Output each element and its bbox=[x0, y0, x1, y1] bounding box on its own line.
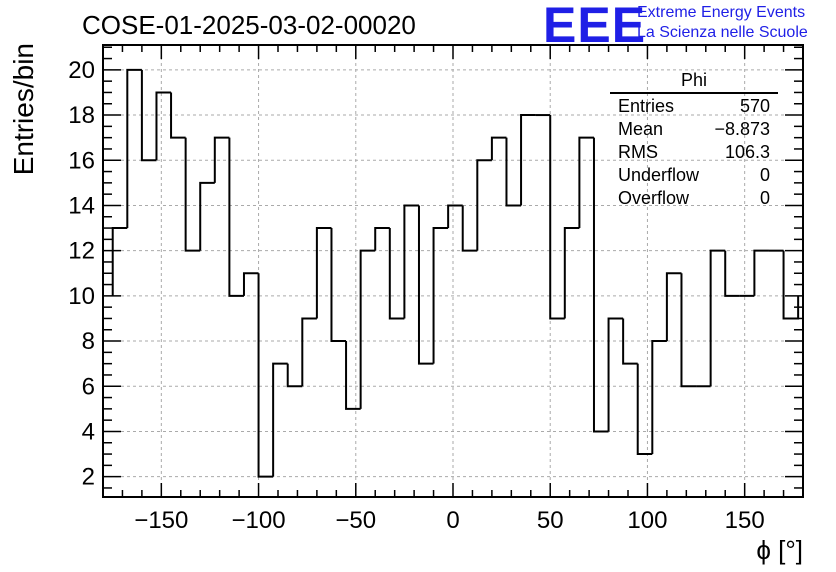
histogram-bin bbox=[432, 227, 449, 364]
histogram-bin bbox=[170, 92, 186, 139]
chart-title: COSE-01-2025-03-02-00020 bbox=[82, 10, 416, 40]
histogram-bin bbox=[155, 91, 172, 161]
histogram-bin bbox=[549, 115, 565, 320]
grid-lines bbox=[103, 45, 803, 497]
histogram-bin bbox=[520, 114, 536, 206]
x-tick-label: 50 bbox=[537, 507, 564, 534]
histogram-series bbox=[111, 68, 800, 478]
eee-logo-mark: EEE bbox=[543, 0, 647, 53]
x-axis-label: ϕ [°] bbox=[756, 535, 803, 565]
stats-title: Phi bbox=[610, 70, 778, 94]
histogram-bin bbox=[447, 204, 463, 229]
logo-subtitle-line2: La Scienza nelle Scuole bbox=[637, 24, 808, 41]
stats-label: Overflow bbox=[618, 188, 690, 208]
stats-box: Phi Entries 570 Mean −8.873 RMS 106.3 Un… bbox=[610, 70, 778, 210]
stats-label: Underflow bbox=[618, 165, 700, 185]
stats-row-underflow: Underflow 0 bbox=[610, 164, 778, 187]
stats-row-mean: Mean −8.873 bbox=[610, 118, 778, 141]
histogram-bin bbox=[578, 136, 594, 229]
histogram-bin bbox=[140, 69, 157, 162]
tick-labels: −150 −100 −50 0 50 100 150 2 4 6 8 10 12 14 16 18 20 ϕ [°… bbox=[8, 43, 803, 565]
histogram-bin bbox=[753, 249, 769, 296]
y-tick-label: 10 bbox=[68, 283, 95, 310]
y-tick-label: 14 bbox=[68, 192, 95, 219]
histogram-bin bbox=[330, 228, 347, 343]
histogram-bin bbox=[184, 137, 201, 252]
stats-label: RMS bbox=[618, 142, 658, 162]
histogram-bin bbox=[228, 137, 244, 297]
histogram-bin bbox=[359, 249, 376, 409]
histogram-bin bbox=[665, 272, 682, 342]
stats-row-rms: RMS 106.3 bbox=[610, 141, 778, 164]
y-tick-label: 12 bbox=[68, 238, 95, 265]
logo-subtitle-line1: Extreme Energy Events bbox=[637, 4, 806, 21]
stats-value: 0 bbox=[759, 188, 770, 208]
stats-label: Entries bbox=[618, 96, 675, 116]
histogram-bin bbox=[592, 137, 609, 433]
histogram-bin bbox=[563, 227, 580, 319]
x-tick-label: 150 bbox=[725, 507, 765, 534]
histogram-bin bbox=[651, 340, 667, 455]
histogram-bin bbox=[417, 205, 434, 365]
histogram-bin bbox=[724, 250, 740, 297]
histogram-bin bbox=[403, 204, 419, 319]
histogram-bin bbox=[622, 318, 638, 365]
histogram-bin bbox=[126, 68, 142, 229]
x-tick-label: 100 bbox=[627, 507, 667, 534]
y-tick-label: 18 bbox=[68, 102, 95, 129]
histogram-bin bbox=[315, 227, 332, 319]
stats-value: −8.873 bbox=[714, 119, 770, 139]
y-tick-label: 4 bbox=[82, 418, 95, 445]
histogram-bin bbox=[505, 137, 522, 207]
y-tick-label: 6 bbox=[82, 373, 95, 400]
histogram-bin bbox=[111, 227, 128, 296]
histogram-bin bbox=[345, 341, 361, 410]
histogram-bin bbox=[709, 249, 726, 387]
histogram-bin bbox=[636, 363, 653, 456]
histogram-bin bbox=[461, 205, 478, 252]
y-axis-label: Entries/bin bbox=[8, 43, 39, 175]
histogram-bin bbox=[374, 227, 390, 251]
stats-value: 0 bbox=[759, 165, 770, 185]
y-tick-label: 20 bbox=[68, 57, 95, 84]
histogram-bin bbox=[213, 136, 230, 183]
stats-value: 570 bbox=[739, 96, 770, 116]
histogram-bin bbox=[388, 228, 405, 320]
histogram-bin bbox=[286, 363, 303, 388]
stats-row-overflow: Overflow 0 bbox=[610, 187, 778, 210]
histogram-bin bbox=[242, 272, 259, 296]
y-tick-label: 2 bbox=[82, 464, 95, 491]
x-tick-label: 0 bbox=[446, 507, 459, 534]
y-tick-label: 16 bbox=[68, 147, 95, 174]
histogram-bin bbox=[607, 317, 624, 432]
histogram-bin bbox=[199, 181, 215, 251]
histogram-bin bbox=[490, 136, 507, 161]
histogram-bin bbox=[476, 159, 492, 251]
histogram-bin bbox=[680, 273, 697, 388]
x-tick-label: −100 bbox=[232, 507, 286, 534]
histogram-bin bbox=[301, 317, 317, 387]
x-tick-label: −50 bbox=[335, 507, 376, 534]
stats-value: 106.3 bbox=[724, 142, 770, 162]
stats-label: Mean bbox=[618, 119, 664, 139]
x-tick-label: −150 bbox=[134, 507, 188, 534]
stats-row-entries: Entries 570 bbox=[610, 95, 778, 118]
axes bbox=[102, 44, 804, 498]
histogram-bin bbox=[272, 362, 288, 477]
y-tick-label: 8 bbox=[82, 328, 95, 355]
histogram-bin bbox=[257, 273, 274, 478]
